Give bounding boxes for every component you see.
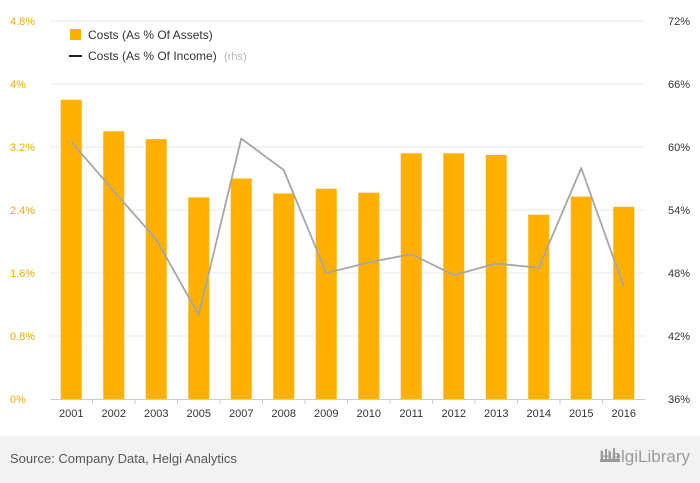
- bar: [315, 188, 337, 399]
- bar: [443, 153, 465, 399]
- x-tick-label: 2013: [484, 408, 508, 420]
- y-left-tick-label: 2.4%: [10, 205, 35, 217]
- y-right-tick-label: 66%: [668, 79, 690, 91]
- bar: [60, 99, 82, 399]
- footer-band: [0, 436, 700, 483]
- line-series: [70, 137, 625, 316]
- combo-chart: 0% 0.8% 1.6% 2.4% 3.2% 4% 4.8% 36% 42% 48% 54% 60% 6…: [10, 16, 690, 420]
- bar: [145, 139, 167, 399]
- x-tick-label: 2007: [229, 408, 253, 420]
- bar: [273, 193, 295, 399]
- y-right-tick-label: 42%: [668, 331, 690, 343]
- x-tick-label: 2011: [399, 408, 423, 420]
- brand-logo[interactable]: HelgiLibrary: [599, 447, 690, 467]
- bar: [400, 153, 422, 399]
- y-left-tick-label: 1.6%: [10, 268, 35, 280]
- legend-label-rhs: (rhs): [224, 51, 247, 63]
- legend-label-income-text: Costs (As % Of Income): [88, 49, 217, 63]
- helgi-logo-icon: [600, 448, 621, 462]
- source-text: Source: Company Data, Helgi Analytics: [10, 451, 237, 466]
- y-left-tick-label: 0.8%: [10, 331, 35, 343]
- brand-name: HelgiLibrary: [599, 447, 690, 466]
- y-right-tick-label: 36%: [668, 394, 690, 406]
- x-tick-label: 2016: [612, 408, 636, 420]
- income-line: [70, 137, 625, 316]
- y-left-tick-label: 4%: [10, 79, 26, 91]
- x-tick-label: 2001: [59, 408, 83, 420]
- x-tick-label: 2002: [102, 408, 126, 420]
- x-tick-label: 2012: [442, 408, 466, 420]
- bar: [613, 206, 635, 399]
- gridlines: [50, 20, 645, 337]
- x-tick-label: 2014: [527, 408, 551, 420]
- y-left-tick-label: 4.8%: [10, 16, 35, 28]
- bar: [103, 131, 125, 399]
- bar: [528, 214, 550, 399]
- x-tick-label: 2008: [272, 408, 296, 420]
- axes: 0% 0.8% 1.6% 2.4% 3.2% 4% 4.8% 36% 42% 48% 54% 60% 6…: [10, 16, 690, 420]
- x-tick-label: 2010: [357, 408, 381, 420]
- y-right-tick-label: 72%: [668, 16, 690, 28]
- bar: [230, 178, 252, 399]
- y-right-tick-label: 48%: [668, 268, 690, 280]
- legend-swatch-assets: [70, 29, 81, 40]
- x-tick-label: 2003: [144, 408, 168, 420]
- bar: [570, 196, 592, 399]
- y-left-tick-label: 0%: [10, 394, 26, 406]
- x-tick-label: 2009: [314, 408, 338, 420]
- legend-label-income: Costs (As % Of Income) (rhs): [88, 49, 247, 63]
- y-right-tick-label: 54%: [668, 205, 690, 217]
- bar: [358, 192, 380, 399]
- legend-label-assets: Costs (As % Of Assets): [88, 28, 213, 42]
- legend: Costs (As % Of Assets) Costs (As % Of In…: [69, 28, 247, 63]
- bar-series: [60, 99, 635, 399]
- bar: [485, 154, 507, 399]
- bar: [188, 197, 210, 399]
- y-right-tick-label: 60%: [668, 142, 690, 154]
- y-left-tick-label: 3.2%: [10, 142, 35, 154]
- x-tick-label: 2015: [569, 408, 593, 420]
- x-tick-label: 2005: [187, 408, 211, 420]
